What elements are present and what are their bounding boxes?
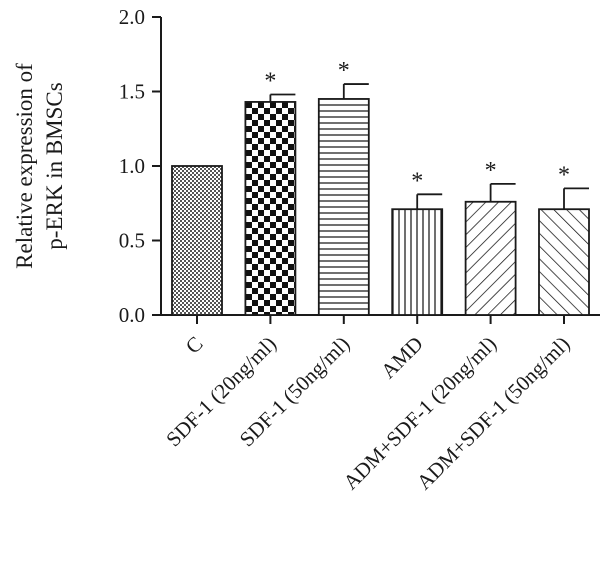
significance-mark-3: * <box>411 168 423 194</box>
y-axis-label-line-2: p-ERK in BMSCs <box>42 82 67 249</box>
y-tick-label: 2.0 <box>119 5 145 29</box>
axes: 0.0 0.5 1.0 1.5 2.0 <box>119 5 600 327</box>
y-axis-label-2: p-ERK in BMSCs <box>42 82 67 249</box>
bar-5 <box>538 208 590 316</box>
bar-3 <box>391 208 444 316</box>
x-tick-label-3: AMD <box>376 332 428 384</box>
y-tick-label: 0.0 <box>119 303 145 327</box>
y-axis-label: Relative expression of <box>12 63 37 269</box>
bar-4 <box>464 200 517 316</box>
significance-mark-5: * <box>558 162 570 188</box>
y-axis-label-line-1: Relative expression of <box>12 63 37 269</box>
significance-mark-2: * <box>338 58 350 84</box>
y-tick-label: 1.5 <box>119 80 145 104</box>
significance-mark-1: * <box>264 68 276 94</box>
bars: * * * * * <box>171 58 590 316</box>
y-tick-label: 0.5 <box>119 229 145 253</box>
bar-0 <box>171 165 223 316</box>
significance-mark-4: * <box>485 158 497 184</box>
bar-1 <box>244 101 297 316</box>
bar-2 <box>317 98 370 316</box>
x-tick-label-0: C <box>181 332 208 359</box>
y-tick-label: 1.0 <box>119 154 145 178</box>
